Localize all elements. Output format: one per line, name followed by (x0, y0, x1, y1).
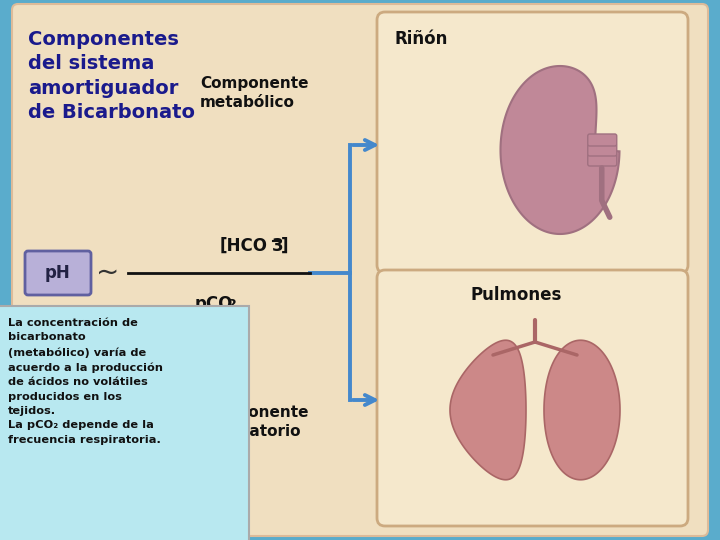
Text: pH: pH (45, 264, 71, 282)
FancyBboxPatch shape (12, 4, 708, 536)
FancyBboxPatch shape (588, 134, 617, 146)
Text: Componente
respiratorio: Componente respiratorio (200, 405, 308, 438)
Text: 2: 2 (228, 298, 237, 311)
Text: La concentración de
bicarbonato
(metabólico) varía de
acuerdo a la producción
de: La concentración de bicarbonato (metaból… (8, 318, 163, 445)
Text: ]: ] (281, 237, 289, 255)
PathPatch shape (500, 66, 619, 234)
FancyBboxPatch shape (0, 306, 249, 540)
Text: ~: ~ (96, 259, 120, 287)
FancyBboxPatch shape (25, 251, 91, 295)
Text: Riñón: Riñón (395, 30, 449, 48)
PathPatch shape (450, 340, 526, 480)
Text: Pulmones: Pulmones (470, 286, 562, 304)
FancyBboxPatch shape (588, 144, 617, 156)
Text: [HCO: [HCO (220, 237, 268, 255)
Text: 3: 3 (272, 237, 284, 255)
Text: Componente
metabólico: Componente metabólico (200, 76, 308, 110)
Text: pCO: pCO (195, 295, 233, 313)
PathPatch shape (544, 340, 620, 480)
FancyBboxPatch shape (377, 270, 688, 526)
Text: Componentes
del sistema
amortiguador
de Bicarbonato: Componentes del sistema amortiguador de … (28, 30, 195, 122)
FancyBboxPatch shape (377, 12, 688, 273)
FancyBboxPatch shape (588, 154, 617, 166)
